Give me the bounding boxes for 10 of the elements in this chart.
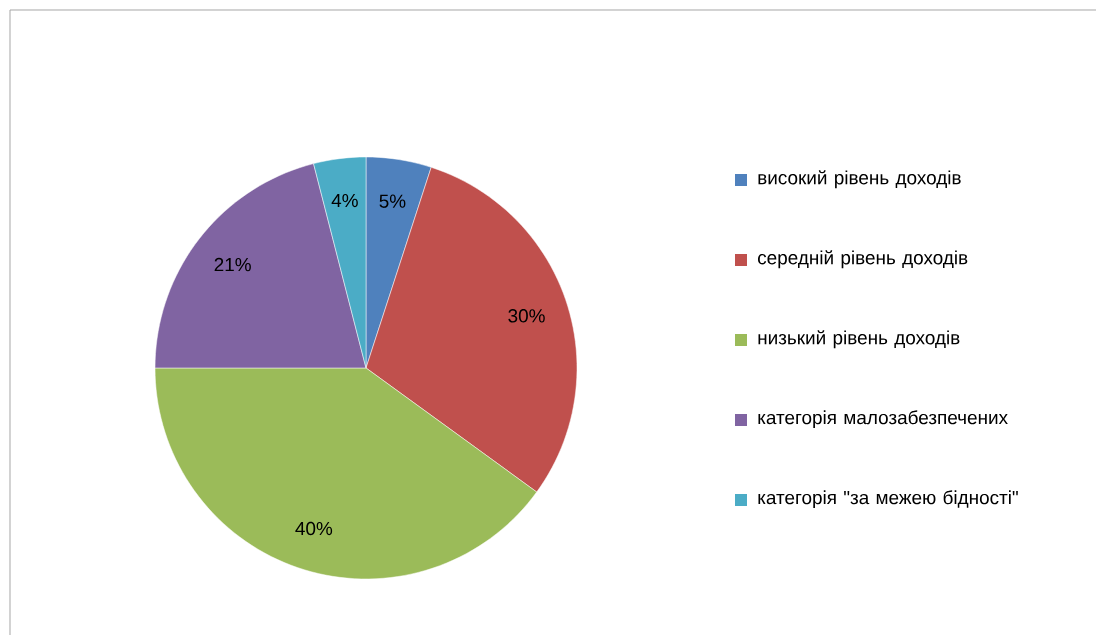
data-label: 4% — [331, 193, 358, 208]
legend-label: низький рівень доходів — [758, 330, 960, 349]
data-label: 5% — [379, 194, 406, 208]
data-label: 30% — [508, 309, 545, 323]
legend-label: високий рівень доходів — [758, 170, 961, 189]
data-label: 40% — [295, 521, 333, 536]
legend-label: середній рівень доходів — [758, 250, 968, 269]
legend-label: категорія малозабезпечених — [758, 410, 1008, 428]
data-label: 21% — [214, 257, 251, 272]
legend-label: категорія "за межею бідності" — [758, 490, 1018, 508]
